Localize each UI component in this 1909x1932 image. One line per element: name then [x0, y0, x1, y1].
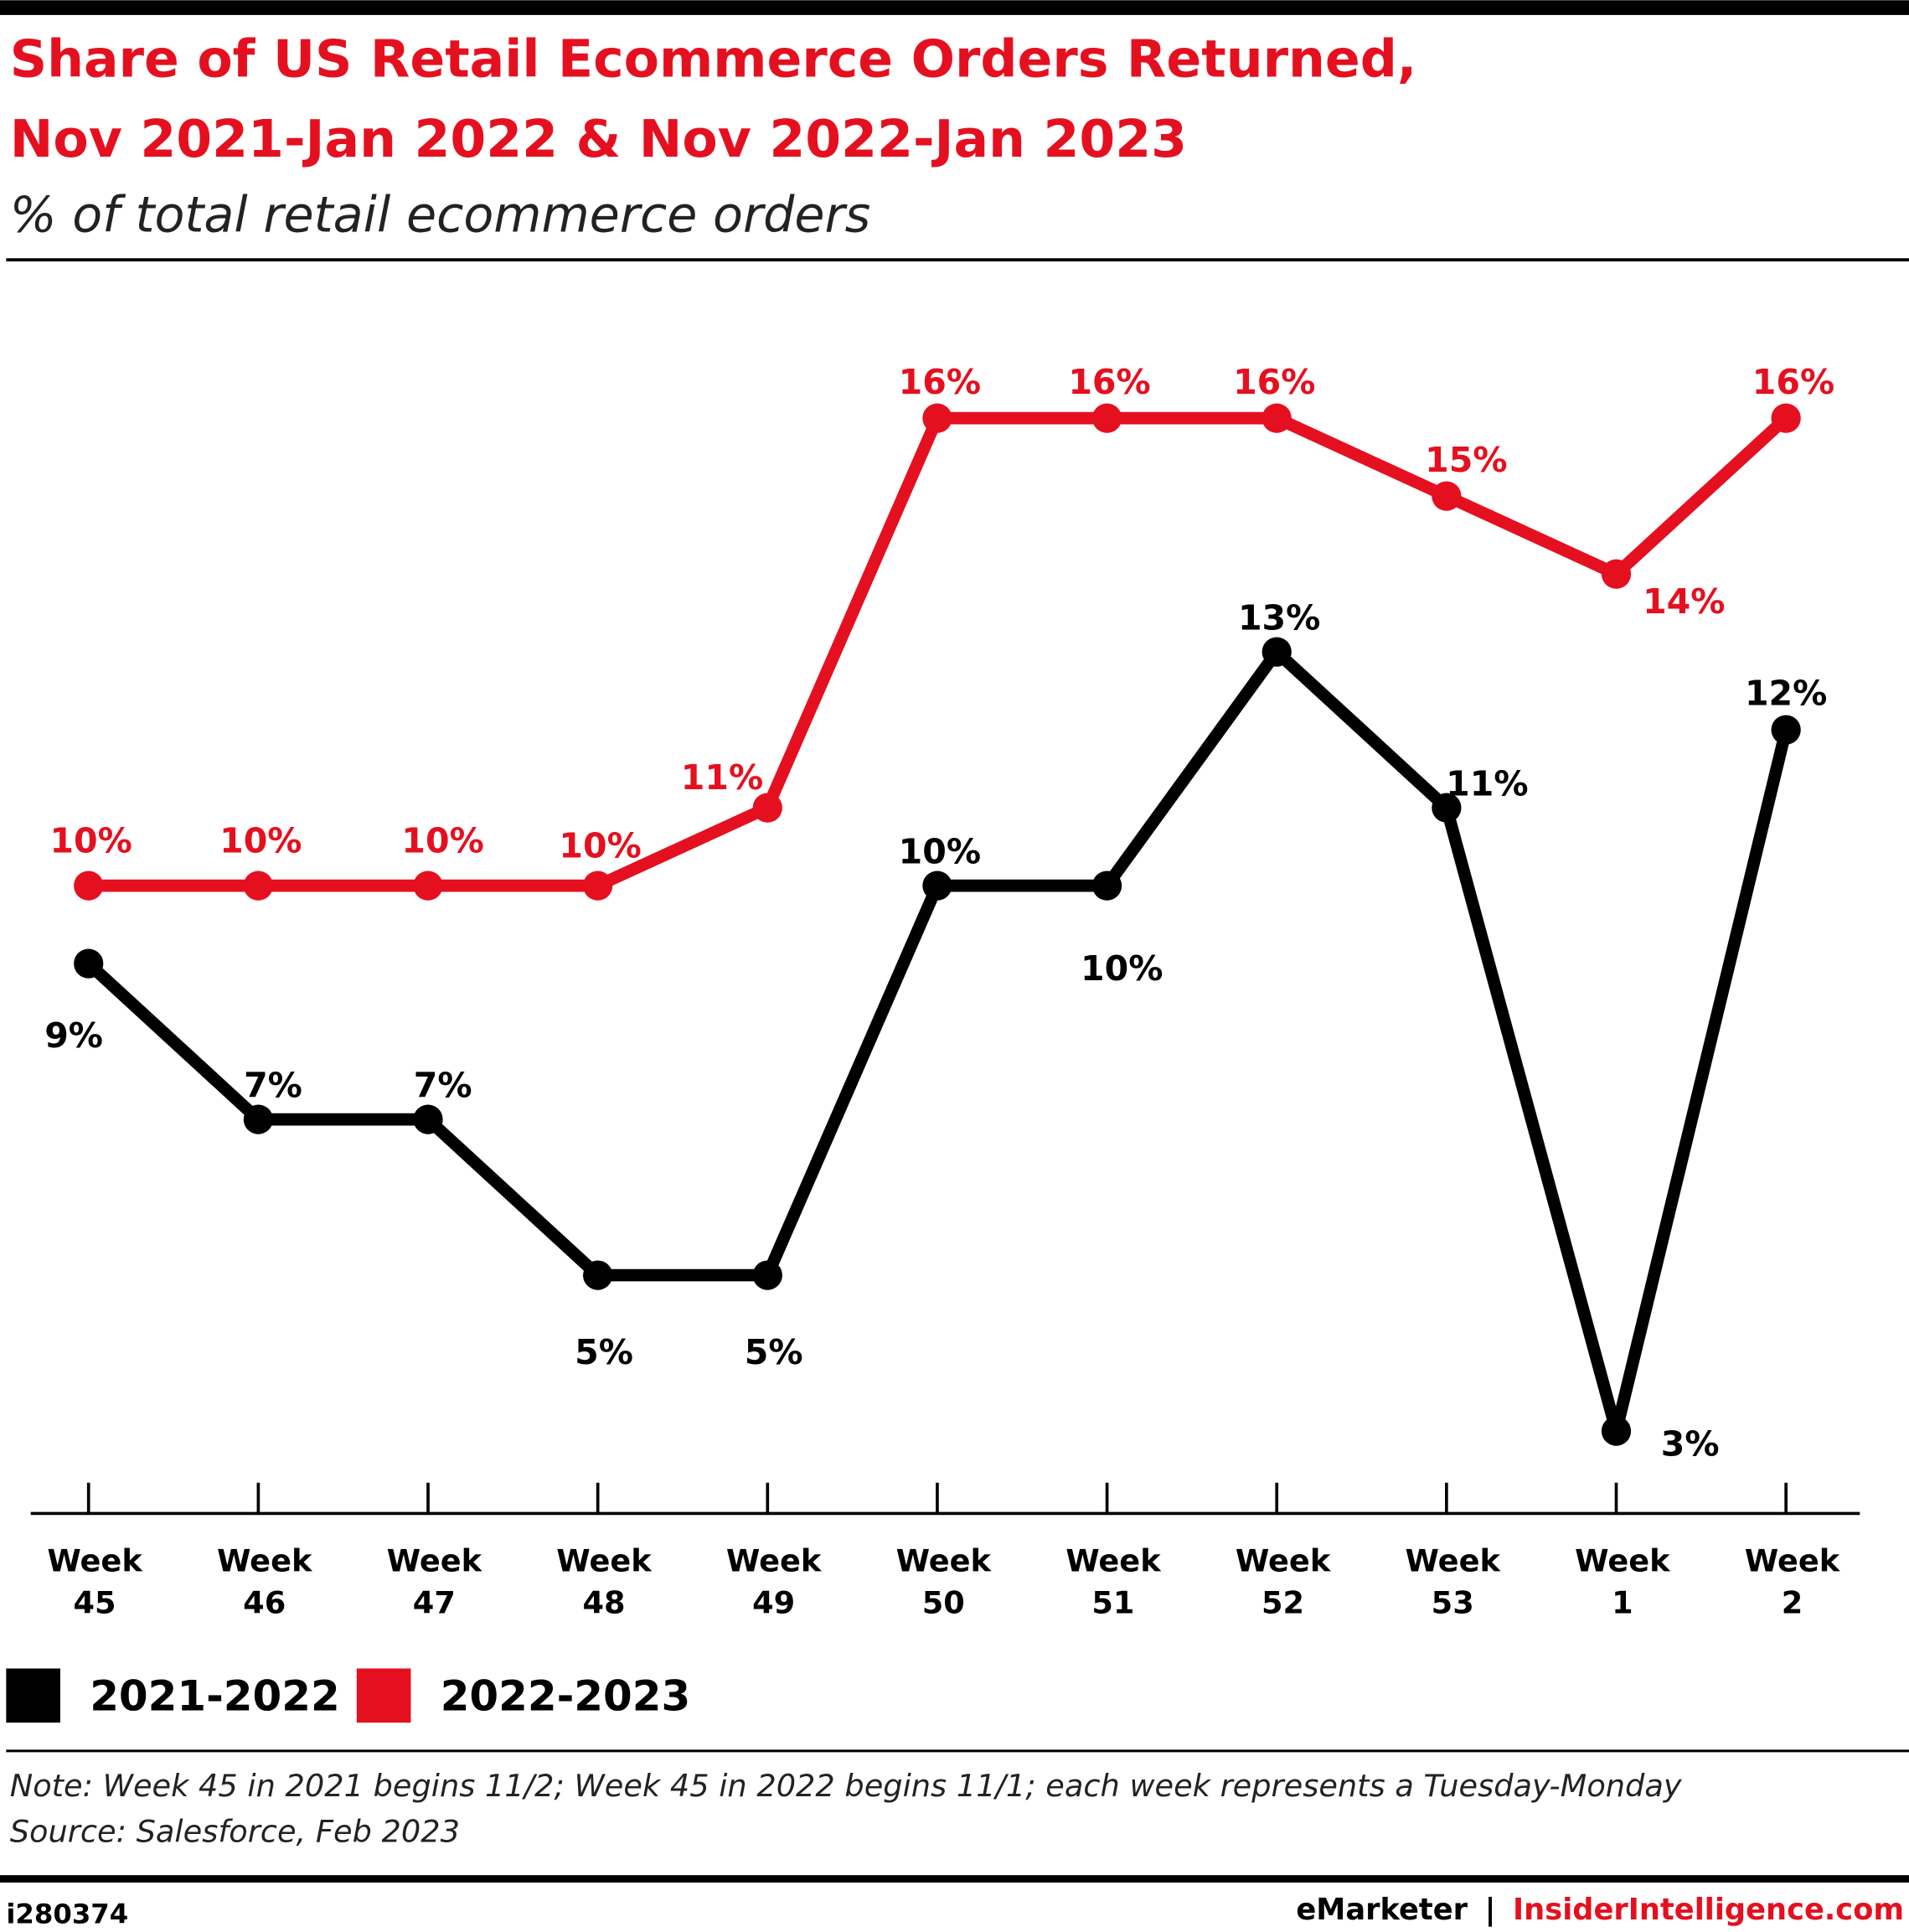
- data-point: [1601, 1416, 1632, 1446]
- data-label: 11%: [1446, 763, 1528, 803]
- x-tick-label-text: Week 1: [1575, 1542, 1670, 1621]
- x-tick-label-text: Week 48: [556, 1542, 652, 1621]
- data-label: 15%: [1425, 440, 1507, 480]
- source: Source: Salesforce, Feb 2023: [10, 1814, 460, 1850]
- data-label: 7%: [244, 1066, 302, 1106]
- x-tick-label-text: Week 47: [386, 1542, 482, 1621]
- x-tick-label-text: Week 45: [47, 1542, 142, 1621]
- series-line: [84, 645, 1793, 1438]
- chart-title: Nov 2021-Jan 2022 & Nov 2022-Jan 2023: [10, 109, 1187, 169]
- x-tick-label-text: Week 50: [895, 1542, 991, 1621]
- data-point: [583, 1260, 613, 1290]
- data-point: [1091, 870, 1122, 901]
- x-tick-label-text: Week 46: [216, 1542, 312, 1621]
- data-point: [922, 403, 952, 433]
- data-label: 13%: [1238, 598, 1320, 638]
- data-label: 5%: [575, 1332, 633, 1372]
- legend-label: 2021-2022: [90, 1671, 340, 1720]
- data-point: [243, 870, 273, 901]
- x-tick-label: Week 53: [1405, 1542, 1500, 1621]
- legend-swatch: [6, 1668, 60, 1723]
- x-tick-label: Week 48: [556, 1542, 652, 1621]
- series-line: [88, 411, 1791, 892]
- x-tick-label: Week 52: [1235, 1542, 1331, 1621]
- data-label: 7%: [414, 1066, 472, 1106]
- x-tick-label: Week 46: [216, 1542, 312, 1621]
- data-label: 3%: [1661, 1423, 1720, 1464]
- note: Note: Week 45 in 2021 begins 11/2; Week …: [10, 1768, 1683, 1804]
- data-label: 9%: [44, 1015, 103, 1056]
- x-tick-label-text: Week 49: [725, 1542, 822, 1621]
- footer-site: InsiderIntelligence.com: [1513, 1893, 1904, 1927]
- data-label: 10%: [401, 820, 483, 860]
- data-label: 10%: [219, 820, 302, 860]
- data-point: [1771, 403, 1801, 433]
- legend-label: 2022-2023: [441, 1671, 691, 1720]
- data-point: [752, 793, 782, 823]
- chart-subtitle: % of total retail ecommerce orders: [10, 185, 871, 243]
- chart-id: i280374: [6, 1898, 128, 1929]
- x-tick-label-text: Week 2: [1744, 1542, 1840, 1621]
- data-label: 16%: [1068, 362, 1150, 402]
- data-label: 10%: [1081, 948, 1163, 989]
- data-point: [1261, 637, 1292, 667]
- data-point: [243, 1104, 273, 1134]
- data-point: [74, 870, 104, 901]
- data-label: 10%: [559, 825, 641, 865]
- data-label: 16%: [1752, 362, 1834, 402]
- data-point: [752, 1260, 782, 1290]
- data-label: 14%: [1643, 581, 1725, 622]
- data-label: 11%: [681, 757, 763, 798]
- data-point: [1432, 793, 1462, 823]
- data-point: [1771, 715, 1801, 745]
- x-tick-label: Week 51: [1065, 1542, 1161, 1621]
- x-tick-label-text: Week 53: [1405, 1542, 1500, 1621]
- top-bar: [0, 0, 1909, 15]
- data-label: 5%: [745, 1332, 803, 1372]
- x-tick-label: Week 45: [47, 1542, 142, 1621]
- footer-separator: |: [1485, 1893, 1496, 1927]
- x-tick-label: Week 50: [895, 1542, 991, 1621]
- data-label: 10%: [49, 820, 132, 860]
- data-label: 10%: [899, 832, 981, 872]
- x-tick-label-text: Week 51: [1065, 1542, 1161, 1621]
- legend-swatch: [356, 1668, 411, 1723]
- x-tick-label: Week 2: [1744, 1542, 1840, 1621]
- data-label: 16%: [899, 362, 981, 402]
- footer-brand: eMarketer: [1296, 1893, 1468, 1927]
- data-point: [1432, 481, 1462, 511]
- data-point: [413, 1104, 443, 1134]
- data-label: 12%: [1745, 674, 1827, 714]
- x-tick-label: Week 1: [1575, 1542, 1670, 1621]
- footer: eMarketer | InsiderIntelligence.com: [1296, 1893, 1904, 1927]
- bottom-bar: [0, 1875, 1909, 1883]
- data-point: [922, 870, 952, 901]
- data-point: [74, 948, 104, 979]
- data-point: [583, 870, 613, 901]
- x-tick-label: Week 47: [386, 1542, 482, 1621]
- data-point: [1601, 559, 1632, 589]
- data-point: [413, 870, 443, 901]
- chart-title: Share of US Retail Ecommerce Orders Retu…: [10, 28, 1417, 89]
- data-point: [1091, 403, 1122, 433]
- data-point: [1261, 403, 1292, 433]
- x-tick-label: Week 49: [725, 1542, 822, 1621]
- data-label: 16%: [1233, 362, 1315, 402]
- x-tick-label-text: Week 52: [1235, 1542, 1331, 1621]
